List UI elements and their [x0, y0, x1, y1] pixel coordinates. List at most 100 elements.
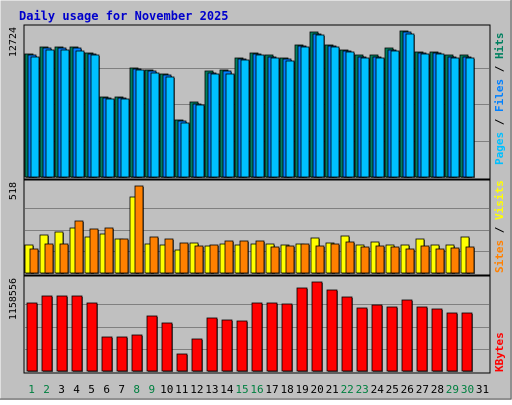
bar-kbytes-kbytes-29: [446, 312, 458, 372]
bar-kbytes-kbytes-27: [416, 306, 428, 372]
bar-traffic-pages-13: [210, 73, 220, 178]
legend-item-pages: Pages: [493, 132, 506, 165]
chart-title: Daily usage for November 2025: [19, 9, 229, 23]
bar-kbytes-kbytes-25: [386, 306, 398, 372]
bar-traffic-pages-14: [225, 73, 235, 178]
panel-kbytes: 1158556 KBytes: [8, 275, 506, 374]
bar-visitors-sites-3: [59, 243, 69, 274]
bar-traffic-pages-5: [90, 54, 100, 178]
bar-traffic-pages-25: [390, 50, 400, 178]
bar-visitors-sites-29: [450, 247, 460, 274]
bar-traffic-pages-9: [150, 72, 160, 178]
bar-traffic-pages-4: [75, 50, 85, 178]
bar-traffic-pages-27: [420, 53, 430, 178]
bar-traffic-pages-16: [255, 54, 265, 178]
bar-kbytes-kbytes-28: [431, 308, 443, 372]
panel-traffic: 12724 Pages / Files / Hits: [8, 24, 506, 180]
bar-kbytes-kbytes-26: [401, 299, 413, 372]
bar-kbytes-kbytes-11: [176, 353, 188, 372]
day-label-9: 9: [148, 383, 155, 396]
bar-traffic-pages-19: [300, 46, 310, 178]
bar-visitors-sites-16: [255, 240, 265, 274]
bar-visitors-sites-23: [360, 246, 370, 274]
bar-visitors-sites-30: [465, 246, 475, 274]
bar-kbytes-kbytes-7: [116, 336, 128, 372]
bar-visitors-sites-15: [239, 240, 249, 274]
bar-visitors-sites-12: [194, 245, 204, 274]
day-label-13: 13: [205, 383, 218, 396]
day-label-27: 27: [416, 383, 429, 396]
legend-item-files: Files: [493, 79, 506, 112]
day-label-23: 23: [356, 383, 369, 396]
bar-kbytes-kbytes-21: [326, 289, 338, 372]
bar-traffic-pages-11: [180, 122, 190, 178]
bar-visitors-sites-5: [89, 228, 99, 274]
bar-visitors-sites-14: [224, 240, 234, 274]
bar-traffic-pages-12: [195, 104, 205, 178]
day-label-31: 31: [476, 383, 489, 396]
bar-visitors-sites-8: [134, 185, 144, 274]
bar-traffic-pages-18: [285, 60, 295, 178]
day-label-16: 16: [250, 383, 263, 396]
bar-visitors-sites-27: [420, 245, 430, 274]
day-label-19: 19: [295, 383, 308, 396]
bar-traffic-pages-26: [405, 33, 415, 178]
legend-item-visits: Visits: [493, 180, 506, 220]
day-label-26: 26: [401, 383, 414, 396]
day-label-8: 8: [133, 383, 140, 396]
bar-traffic-pages-8: [135, 69, 145, 178]
bar-visitors-sites-6: [104, 227, 114, 274]
bar-kbytes-kbytes-12: [191, 338, 203, 372]
chart-panels: 12724 Pages / Files / Hits 518 Sites / Visi…: [8, 24, 506, 374]
bar-kbytes-kbytes-16: [251, 302, 263, 372]
day-label-10: 10: [160, 383, 173, 396]
bar-traffic-pages-15: [240, 59, 250, 178]
day-label-12: 12: [190, 383, 203, 396]
bar-kbytes-kbytes-22: [341, 296, 353, 372]
day-label-5: 5: [88, 383, 95, 396]
bar-traffic-pages-28: [435, 53, 445, 178]
bar-visitors-sites-11: [179, 242, 189, 274]
day-label-22: 22: [341, 383, 354, 396]
bar-traffic-pages-1: [30, 56, 40, 178]
bar-kbytes-kbytes-6: [101, 336, 113, 372]
bar-visitors-sites-13: [209, 244, 219, 274]
bar-traffic-pages-23: [360, 57, 370, 178]
bar-traffic-pages-17: [270, 57, 280, 178]
bar-kbytes-kbytes-20: [311, 281, 323, 372]
day-label-30: 30: [461, 383, 474, 396]
legend-kbytes: KBytes: [493, 332, 506, 372]
bar-visitors-sites-9: [149, 236, 159, 274]
bar-visitors-sites-17: [270, 246, 280, 274]
day-label-3: 3: [58, 383, 65, 396]
day-label-20: 20: [310, 383, 323, 396]
bar-traffic-pages-3: [60, 49, 70, 178]
ymax-label-kbytes: 1158556: [8, 278, 19, 320]
bar-traffic-pages-22: [345, 51, 355, 178]
day-label-2: 2: [43, 383, 50, 396]
bar-kbytes-kbytes-13: [206, 317, 218, 372]
bar-kbytes-kbytes-2: [41, 295, 53, 372]
bar-visitors-sites-7: [119, 238, 129, 274]
panel-visitors: 518 Sites / Visits: [8, 179, 506, 276]
day-label-21: 21: [326, 383, 339, 396]
legend-traffic: Pages / Files / Hits: [493, 33, 506, 166]
bar-kbytes-kbytes-1: [26, 302, 38, 372]
legend-item-kbytes: KBytes: [493, 332, 506, 372]
bar-visitors-sites-1: [29, 248, 39, 274]
bar-kbytes-kbytes-9: [146, 315, 158, 372]
legend-item-sites: Sites: [493, 240, 506, 273]
bar-visitors-sites-20: [315, 245, 325, 274]
bar-kbytes-kbytes-24: [371, 304, 383, 372]
bar-visitors-sites-21: [330, 243, 340, 274]
bar-visitors-sites-28: [435, 248, 445, 274]
bar-traffic-pages-7: [120, 98, 130, 178]
day-label-28: 28: [431, 383, 444, 396]
bar-traffic-pages-2: [45, 49, 55, 178]
day-label-7: 7: [118, 383, 125, 396]
bar-kbytes-kbytes-18: [281, 303, 293, 372]
bar-traffic-pages-6: [105, 98, 115, 178]
bar-kbytes-kbytes-4: [71, 295, 83, 372]
day-label-17: 17: [265, 383, 278, 396]
